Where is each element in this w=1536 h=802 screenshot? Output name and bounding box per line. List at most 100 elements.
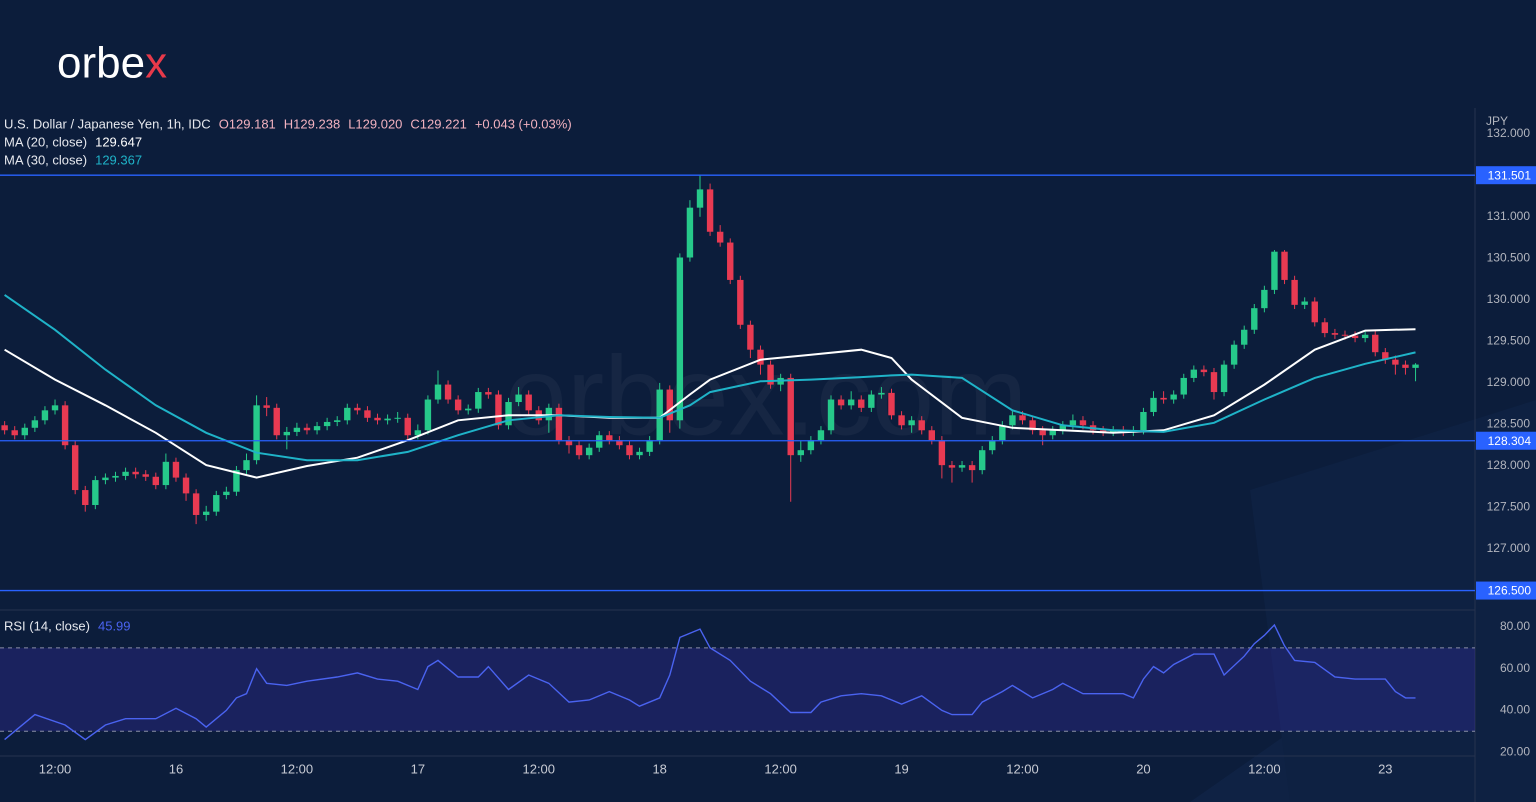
candle-body	[585, 447, 593, 456]
y-tick-label: 131.000	[1487, 209, 1531, 223]
watermark: orbex.com	[505, 334, 1028, 459]
candle-body	[596, 435, 603, 448]
symbol-title: U.S. Dollar / Japanese Yen, 1h, IDC	[4, 116, 211, 131]
candle-body	[334, 420, 341, 422]
candle-body	[1311, 301, 1318, 323]
candle-body	[696, 189, 704, 208]
candle-body	[727, 242, 734, 280]
candle-body	[1190, 369, 1198, 378]
candle-body	[1331, 333, 1339, 335]
legend-value: 129.367	[95, 152, 142, 167]
candle-body	[1392, 359, 1399, 365]
ohlc-value: +0.043 (+0.03%)	[475, 116, 572, 131]
candle-body	[898, 415, 905, 426]
candle-body	[1049, 430, 1056, 436]
candle-body	[1361, 334, 1369, 339]
candle-body	[565, 440, 573, 446]
candle-body	[1271, 251, 1278, 290]
candle-body	[1079, 420, 1087, 426]
candle-body	[807, 440, 815, 451]
x-tick-label: 12:00	[1006, 761, 1039, 776]
legend-entry: MA (20, close)	[4, 134, 87, 149]
logo-accent: x	[145, 39, 167, 88]
candle-body	[263, 405, 270, 408]
candle-body	[192, 493, 200, 515]
rsi-tick-label: 20.00	[1500, 744, 1530, 758]
candle-body	[434, 384, 442, 400]
candle-body	[404, 417, 411, 436]
rsi-tick-label: 60.00	[1500, 661, 1530, 675]
candle-body	[1372, 334, 1379, 353]
candle-body	[475, 392, 482, 409]
candle-body	[1140, 411, 1147, 431]
candle-body	[757, 349, 764, 365]
level-label-box	[1476, 581, 1536, 600]
candle-body	[978, 450, 986, 471]
candle-body	[928, 430, 936, 441]
candle-body	[41, 410, 49, 421]
level-label-box	[1476, 431, 1536, 450]
candle-body	[82, 490, 89, 506]
candle-body	[737, 279, 744, 325]
candle-body	[364, 410, 371, 418]
moving-average-line	[4, 294, 1416, 462]
candle-body	[384, 418, 391, 421]
x-tick-label: 12:00	[39, 761, 72, 776]
candle-body	[92, 480, 99, 506]
y-tick-label: 132.000	[1487, 126, 1531, 140]
candle-body	[767, 364, 774, 385]
candle-body	[817, 430, 825, 441]
candle-body	[354, 407, 361, 411]
candle-body	[454, 399, 462, 411]
candle-body	[485, 392, 492, 395]
candle-body	[515, 394, 522, 403]
candle-body	[344, 407, 351, 421]
moving-average-line	[4, 328, 1416, 479]
candle-body	[545, 407, 553, 421]
x-tick-label: 23	[1378, 761, 1392, 776]
candle-body	[223, 491, 230, 496]
candle-body	[465, 408, 472, 411]
candle-body	[1291, 279, 1298, 305]
candle-body	[162, 461, 170, 486]
candle-body	[283, 431, 291, 436]
candle-body	[1261, 289, 1268, 309]
candle-body	[182, 477, 190, 494]
legend-entry: MA (30, close)	[4, 152, 87, 167]
candle-body	[656, 389, 663, 441]
candle-body	[323, 421, 331, 427]
candle-body	[142, 474, 149, 477]
candle-body	[1281, 251, 1288, 280]
legend-value: 129.647	[95, 134, 142, 149]
candle-body	[51, 405, 59, 411]
candle-body	[122, 471, 129, 476]
x-tick-label: 12:00	[1248, 761, 1281, 776]
candle-body	[888, 392, 895, 416]
level-label: 131.501	[1488, 168, 1532, 182]
candle-body	[827, 399, 835, 431]
candle-body	[1230, 344, 1238, 365]
candle-body	[636, 451, 643, 456]
candle-body	[918, 420, 925, 431]
candle-body	[968, 465, 976, 471]
candle-body	[444, 384, 452, 400]
candle-body	[1301, 301, 1308, 305]
candle-body	[21, 427, 28, 436]
ohlc-value: O129.181	[219, 116, 276, 131]
candle-body	[989, 440, 996, 451]
candle-body	[626, 445, 633, 456]
candle-body	[112, 475, 119, 478]
candle-body	[716, 231, 724, 243]
candle-body	[1412, 364, 1419, 368]
candle-body	[1150, 397, 1157, 412]
candle-body	[868, 394, 875, 408]
candle-body	[575, 445, 583, 456]
y-tick-label: 129.500	[1487, 334, 1531, 348]
level-label: 126.500	[1488, 584, 1532, 598]
candle-body	[1099, 430, 1107, 432]
candle-body	[132, 471, 139, 475]
candle-body	[1059, 425, 1067, 431]
y-tick-label: 128.000	[1487, 458, 1531, 472]
candle-body	[1180, 377, 1187, 395]
